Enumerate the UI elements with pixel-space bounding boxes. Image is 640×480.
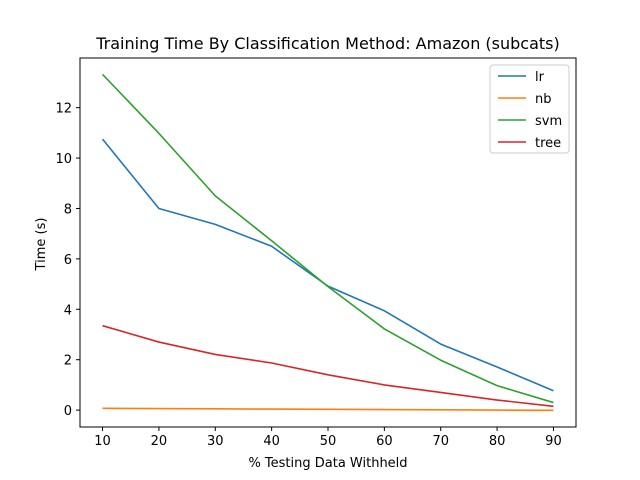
x-tick-label: 40 [263,434,280,449]
x-tick-label: 80 [489,434,506,449]
y-tick-label: 6 [64,253,72,268]
x-tick-label: 30 [207,434,224,449]
y-axis: 0 2 4 6 8 10 12 [55,102,80,419]
x-tick-label: 70 [432,434,449,449]
x-tick-label: 20 [151,434,168,449]
legend-box [489,64,570,154]
x-tick-label: 60 [376,434,393,449]
series-line-svm [101,73,554,404]
legend-label-lr: lr [535,70,545,85]
y-tick-label: 12 [55,102,72,117]
y-tick-label: 8 [64,202,72,217]
x-axis-label: % Testing Data Withheld [248,456,407,471]
x-tick-label: 50 [320,434,337,449]
y-tick-label: 0 [64,404,72,419]
y-axis-label: Time (s) [34,218,49,272]
plot-lines [101,73,554,412]
series-line-tree [102,324,554,408]
y-tick-label: 2 [64,354,72,369]
legend-label-nb: nb [535,92,552,107]
x-tick-label: 90 [545,434,562,449]
y-tick-label: 10 [55,152,72,167]
chart-title: Training Time By Classification Method: … [95,34,560,53]
legend-label-svm: svm [535,114,562,129]
legend: lr nb svm tree [489,64,570,154]
series-line-lr [101,138,554,392]
y-tick-label: 4 [64,303,72,318]
x-tick-label: 10 [94,434,111,449]
x-axis: 10 20 30 40 50 60 70 80 90 [94,427,562,449]
legend-label-tree: tree [535,136,561,151]
series-line-nb [102,407,554,412]
